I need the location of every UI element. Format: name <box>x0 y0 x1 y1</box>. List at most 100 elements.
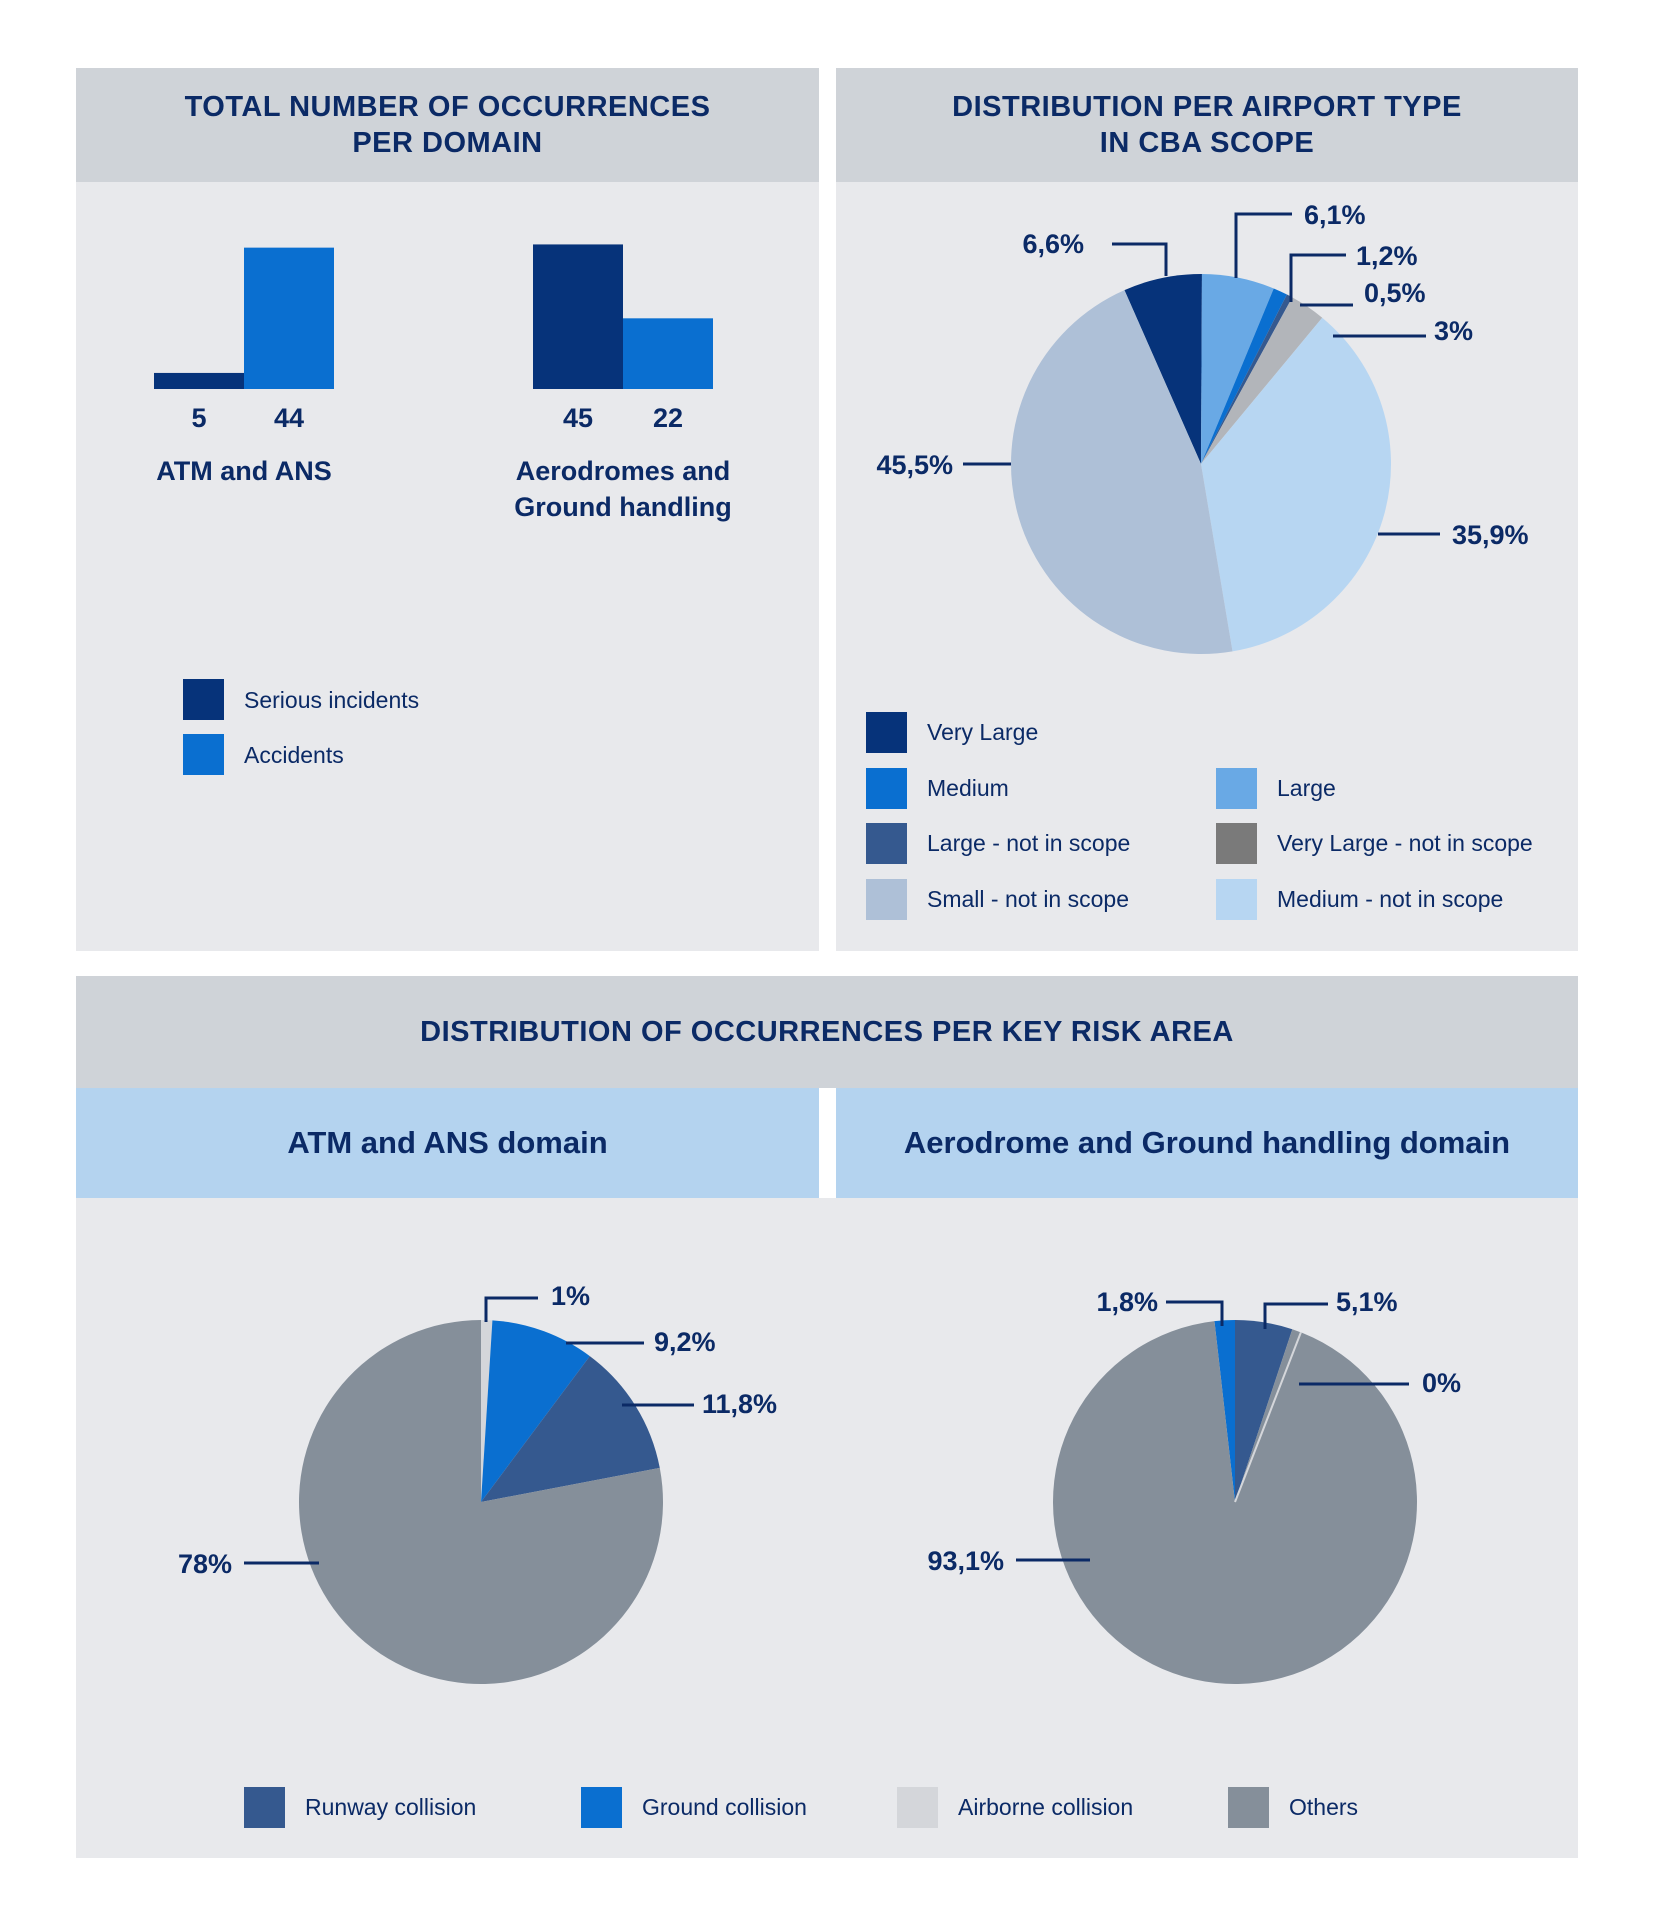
leader-1-8 <box>1166 1300 1224 1326</box>
bar-serious-1 <box>533 244 623 389</box>
legend-label-very-large: Very Large <box>927 719 1039 745</box>
pie-label-runway: 11,8% <box>702 1389 777 1419</box>
pie-slice-runway-collision <box>1235 1320 1293 1502</box>
pie-slice-very-large <box>1124 274 1202 464</box>
bar-accidents-0 <box>244 247 334 389</box>
legend-ground-collision: Ground collision <box>581 1787 807 1828</box>
bar-value-label: 44 <box>274 403 304 433</box>
pie-label-large-nis: 0,5% <box>1364 278 1426 308</box>
pie-label-ground: 9,2% <box>654 1327 716 1357</box>
panel1-title-line1: TOTAL NUMBER OF OCCURRENCES <box>184 91 711 123</box>
legend-swatch-very-large-not-in-scope <box>1216 823 1257 864</box>
aerodrome-domain-header: Aerodrome and Ground handling domain <box>836 1088 1578 1198</box>
legend-swatch-ground-collision <box>581 1787 622 1828</box>
panel1-title-line2: PER DOMAIN <box>352 127 543 159</box>
pie-slice-large <box>1201 274 1274 464</box>
panel2-header: DISTRIBUTION PER AIRPORT TYPE IN CBA SCOP… <box>836 68 1578 182</box>
bar-serious-0 <box>154 372 244 389</box>
aerodrome-domain-title: Aerodrome and Ground handling domain <box>903 1125 1511 1160</box>
legend-swatch-very-large <box>866 712 907 753</box>
legend-swatch-accidents <box>183 734 224 775</box>
pie-label-runway: 5,1% <box>1336 1287 1398 1317</box>
legend-very-large-not-in-scope: Very Large - not in scope <box>1216 823 1533 864</box>
pie-slice-very-large-not-in-scope <box>1201 297 1323 464</box>
category-label: Ground handling <box>514 492 731 522</box>
legend-others: Others <box>1228 1787 1358 1828</box>
pie-label-airborne: 1% <box>551 1281 590 1311</box>
panel3-header: DISTRIBUTION OF OCCURRENCES PER KEY RISK… <box>76 976 1578 1088</box>
leader-6-6 <box>1112 242 1168 276</box>
legend-swatch-runway-collision <box>244 1787 285 1828</box>
pie-label-airborne: 0% <box>1422 1368 1461 1398</box>
pie-slice-medium-not-in-scope <box>1201 317 1391 652</box>
leader-6-1 <box>1234 212 1292 278</box>
legend-large: Large <box>1216 768 1336 809</box>
legend-swatch-medium <box>866 768 907 809</box>
pie-label-small-nis: 45,5% <box>876 450 953 480</box>
atm-ans-domain-title: ATM and ANS domain <box>287 1125 608 1160</box>
leader-1 <box>484 1296 538 1322</box>
pie-slice-medium <box>1201 288 1287 464</box>
leader-5-1 <box>1263 1302 1328 1329</box>
legend-label-serious-incidents: Serious incidents <box>244 687 419 713</box>
bar-chart: 5 44 ATM and ANS 45 22 Aerodromes and Ground h… <box>154 244 732 775</box>
legend-label-small-not-in-scope: Small - not in scope <box>927 886 1129 912</box>
pie-label-ground: 1,8% <box>1096 1287 1158 1317</box>
airborne-zero-separator <box>1234 1331 1302 1503</box>
legend-swatch-others <box>1228 1787 1269 1828</box>
pie-label-medium: 1,2% <box>1356 241 1418 271</box>
legend-large-not-in-scope: Large - not in scope <box>866 823 1130 864</box>
legend-runway-collision: Runway collision <box>244 1787 476 1828</box>
pie-slice-small-not-in-scope <box>1011 290 1233 654</box>
category-label: Aerodromes and <box>516 456 731 486</box>
legend-medium-not-in-scope: Medium - not in scope <box>1216 879 1503 920</box>
panel1-header: TOTAL NUMBER OF OCCURRENCES PER DOMAIN <box>76 68 819 182</box>
category-label: ATM and ANS <box>156 456 332 486</box>
bar-accidents-1 <box>623 318 713 389</box>
panel2-title-line2: IN CBA SCOPE <box>1099 127 1315 159</box>
aerodrome-pie-chart: 1,8% 5,1% 0% 93,1% <box>927 1287 1461 1684</box>
airport-type-pie-chart: 6,6% 6,1% 1,2% 0,5% 3% 35,9% 45,5% <box>876 200 1529 654</box>
bar-value-label: 45 <box>563 403 593 433</box>
legend-label-medium-not-in-scope: Medium - not in scope <box>1277 886 1504 912</box>
legend-swatch-large <box>1216 768 1257 809</box>
legend-very-large: Very Large <box>866 712 1038 753</box>
pie-slice-others <box>1053 1321 1417 1684</box>
pie-label-medium-nis: 35,9% <box>1452 520 1529 550</box>
pie-label-others: 93,1% <box>927 1546 1004 1576</box>
pie-slice-airborne-collision <box>481 1320 493 1502</box>
pie-slice-large-not-in-scope <box>1201 294 1293 464</box>
pie-label-very-large: 6,6% <box>1022 229 1084 259</box>
pie-slice-ground-collision <box>481 1320 590 1502</box>
legend-label-medium: Medium <box>927 775 1009 801</box>
legend-small-not-in-scope: Small - not in scope <box>866 879 1129 920</box>
legend-label-ground-collision: Ground collision <box>642 1794 807 1820</box>
bar-value-label: 5 <box>191 403 206 433</box>
legend-swatch-serious-incidents <box>183 679 224 720</box>
panel2-title-line1: DISTRIBUTION PER AIRPORT TYPE <box>952 91 1462 123</box>
legend-swatch-small-not-in-scope <box>866 879 907 920</box>
subhead-gap <box>819 1088 836 1198</box>
legend-label-large-not-in-scope: Large - not in scope <box>927 830 1131 856</box>
pie-slice-ground-collision <box>1214 1320 1235 1502</box>
legend-swatch-medium-not-in-scope <box>1216 879 1257 920</box>
legend-airborne-collision: Airborne collision <box>897 1787 1133 1828</box>
leader-1-2 <box>1289 253 1346 302</box>
legend-label-airborne-collision: Airborne collision <box>958 1794 1134 1820</box>
legend-label-very-large-not-in-scope: Very Large - not in scope <box>1277 830 1533 856</box>
atm-ans-pie-chart: 1% 9,2% 11,8% 78% <box>178 1281 777 1684</box>
legend-label-runway-collision: Runway collision <box>305 1794 477 1820</box>
bar-value-label: 22 <box>653 403 683 433</box>
legend-label-accidents: Accidents <box>244 742 344 768</box>
pie-label-large: 6,1% <box>1304 200 1366 230</box>
panel-occurrences-per-domain <box>76 68 819 951</box>
legend-medium: Medium <box>866 768 1009 809</box>
pie-slice-others <box>299 1320 664 1684</box>
atm-ans-domain-header: ATM and ANS domain <box>76 1088 819 1198</box>
pie-label-very-large-nis: 3% <box>1434 316 1473 346</box>
pie-slice-runway-collision <box>481 1356 660 1502</box>
legend-label-others: Others <box>1289 1794 1359 1820</box>
legend-label-large: Large <box>1277 775 1336 801</box>
legend-swatch-large-not-in-scope <box>866 823 907 864</box>
pie-label-others: 78% <box>178 1549 232 1579</box>
